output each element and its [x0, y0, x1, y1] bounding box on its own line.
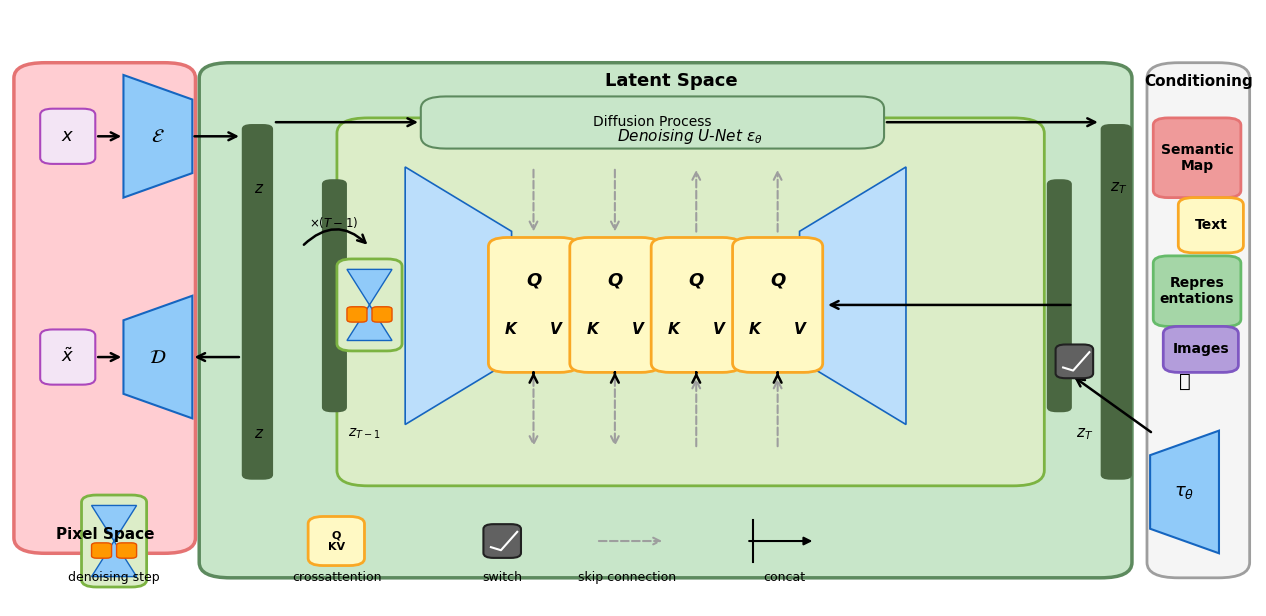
Text: Images: Images [1172, 342, 1229, 357]
Text: Latent Space: Latent Space [605, 72, 738, 90]
Polygon shape [405, 167, 511, 424]
Text: Text: Text [1194, 218, 1227, 232]
FancyBboxPatch shape [1153, 256, 1241, 326]
FancyBboxPatch shape [733, 238, 823, 373]
Text: Q: Q [689, 272, 704, 290]
Polygon shape [800, 167, 906, 424]
FancyBboxPatch shape [199, 63, 1132, 578]
Text: 🌿: 🌿 [1179, 372, 1190, 391]
Text: switch: switch [482, 571, 522, 585]
FancyBboxPatch shape [41, 330, 95, 384]
FancyBboxPatch shape [337, 259, 403, 351]
Text: Q
KV: Q KV [328, 530, 344, 552]
Text: V: V [713, 322, 724, 337]
Text: Q: Q [525, 272, 541, 290]
Text: Diffusion Process: Diffusion Process [594, 115, 711, 129]
Text: K: K [586, 322, 599, 337]
Text: Q: Q [608, 272, 623, 290]
Polygon shape [91, 506, 137, 577]
FancyBboxPatch shape [420, 97, 884, 148]
Text: $z_{T-1}$: $z_{T-1}$ [348, 426, 381, 441]
FancyBboxPatch shape [337, 118, 1044, 486]
Text: $\mathcal{E}$: $\mathcal{E}$ [151, 127, 165, 146]
FancyBboxPatch shape [41, 108, 95, 164]
Text: $\times(T-1)$: $\times(T-1)$ [309, 214, 358, 230]
FancyBboxPatch shape [116, 543, 137, 558]
FancyBboxPatch shape [372, 307, 392, 322]
Text: $x$: $x$ [61, 128, 75, 145]
FancyBboxPatch shape [1153, 118, 1241, 198]
Polygon shape [1150, 431, 1219, 553]
FancyBboxPatch shape [484, 524, 522, 558]
Text: Pixel Space: Pixel Space [56, 527, 154, 543]
Text: z: z [254, 181, 262, 196]
Text: V: V [551, 322, 562, 337]
FancyBboxPatch shape [570, 238, 660, 373]
Text: Denoising U-Net $\epsilon_\theta$: Denoising U-Net $\epsilon_\theta$ [618, 127, 763, 146]
FancyBboxPatch shape [1100, 124, 1132, 480]
Text: denoising step: denoising step [68, 571, 160, 585]
FancyBboxPatch shape [1056, 344, 1093, 378]
Text: $\tau_\theta$: $\tau_\theta$ [1175, 483, 1195, 501]
FancyBboxPatch shape [81, 495, 147, 587]
Text: $\tilde{x}$: $\tilde{x}$ [61, 348, 75, 367]
Text: V: V [632, 322, 643, 337]
Text: Conditioning: Conditioning [1144, 73, 1252, 89]
Text: skip connection: skip connection [579, 571, 676, 585]
FancyBboxPatch shape [1163, 326, 1238, 373]
FancyBboxPatch shape [14, 63, 195, 553]
Text: Q: Q [770, 272, 785, 290]
FancyBboxPatch shape [322, 179, 347, 412]
Text: z: z [254, 426, 262, 441]
FancyBboxPatch shape [1047, 179, 1072, 412]
Text: K: K [505, 322, 517, 337]
FancyBboxPatch shape [91, 543, 111, 558]
Text: Repres
entations: Repres entations [1160, 276, 1234, 306]
Text: K: K [667, 322, 680, 337]
FancyBboxPatch shape [489, 238, 579, 373]
Polygon shape [347, 269, 392, 341]
FancyBboxPatch shape [1147, 63, 1250, 578]
Text: Semantic
Map: Semantic Map [1161, 143, 1233, 173]
Text: crossattention: crossattention [292, 571, 381, 585]
Polygon shape [124, 75, 192, 198]
FancyBboxPatch shape [347, 307, 367, 322]
Text: $z_T$: $z_T$ [1109, 180, 1127, 197]
Text: K: K [749, 322, 761, 337]
Text: V: V [794, 322, 806, 337]
Text: $z_T$: $z_T$ [1076, 426, 1093, 442]
FancyBboxPatch shape [651, 238, 742, 373]
Polygon shape [124, 296, 192, 418]
FancyBboxPatch shape [308, 516, 365, 565]
FancyBboxPatch shape [1179, 198, 1243, 253]
Text: concat: concat [763, 571, 805, 585]
Text: $\mathcal{D}$: $\mathcal{D}$ [149, 347, 167, 367]
FancyBboxPatch shape [242, 124, 273, 480]
